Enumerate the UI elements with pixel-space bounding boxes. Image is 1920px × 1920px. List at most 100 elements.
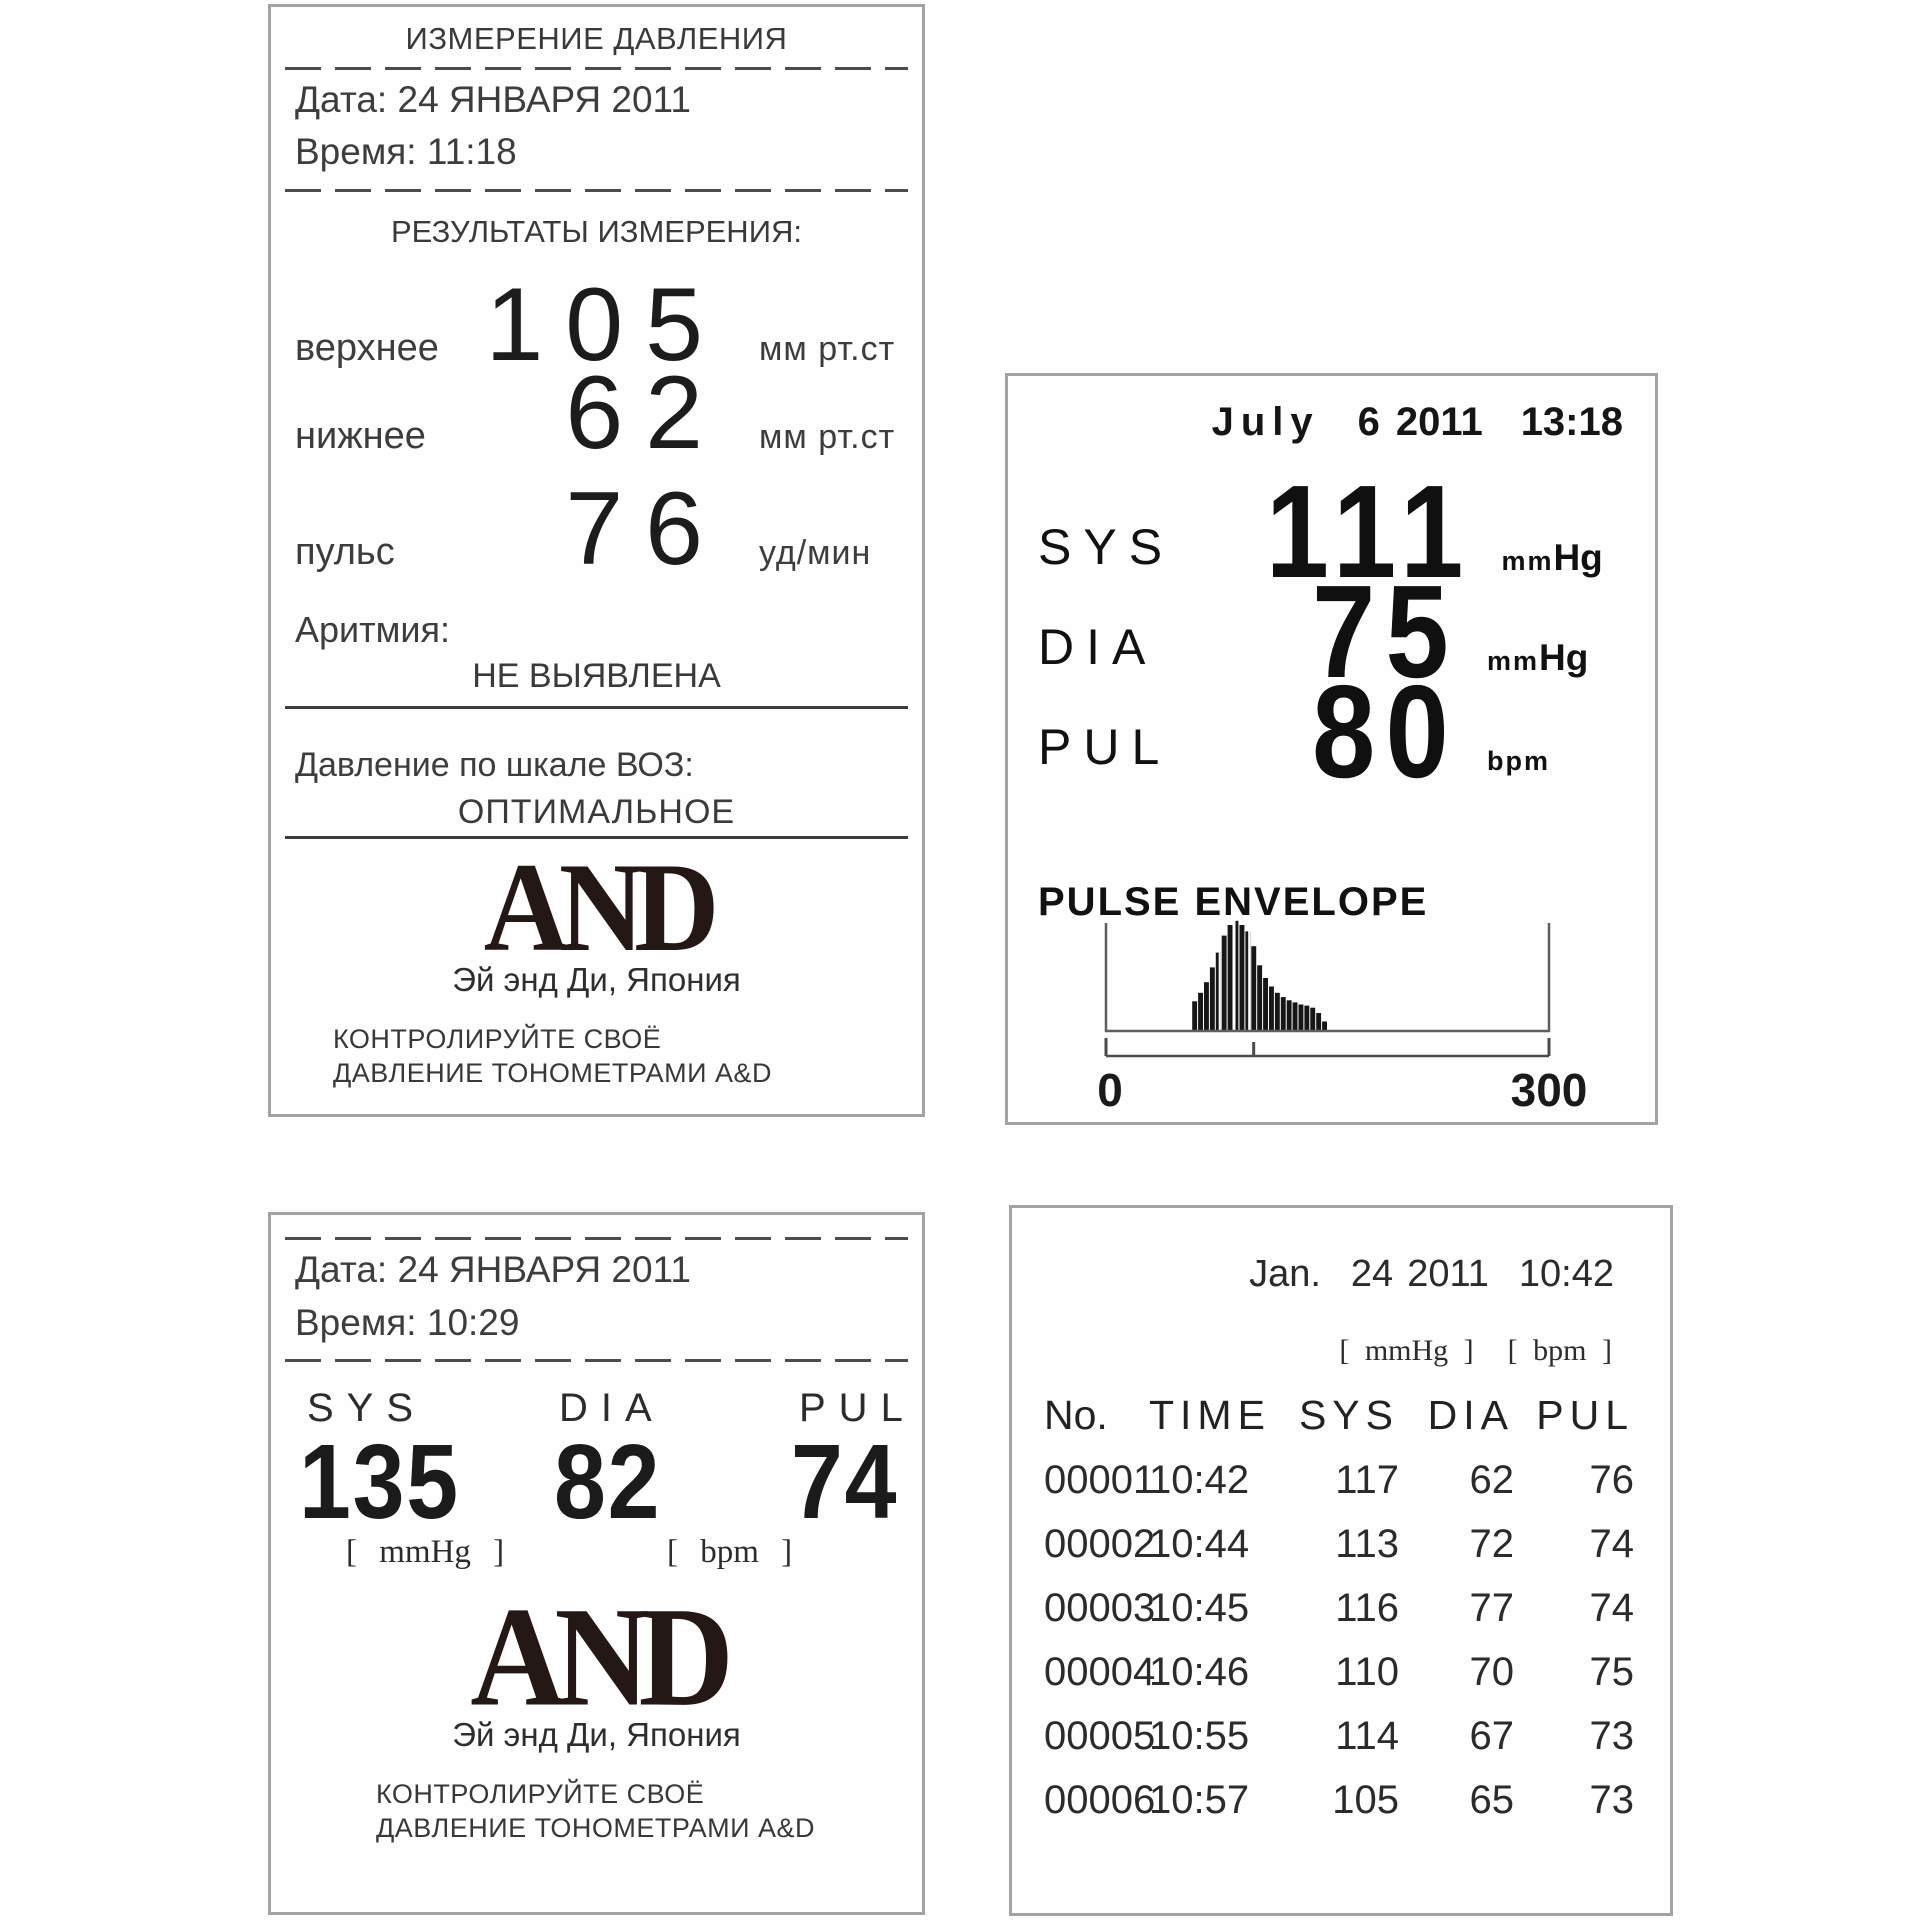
- display-readout: July 6 2011 13:18 SYS 111 mmHg DIA 75 mm…: [1005, 373, 1658, 1125]
- log-cell-number: 00005: [1044, 1713, 1156, 1758]
- log-cell-value: 74: [1589, 1585, 1635, 1630]
- memory-log-table: Jan. 24 2011 10:42 [ mmHg ] [ bpm ] No. T…: [1009, 1205, 1673, 1916]
- date-line: Дата: 24 ЯНВАРЯ 2011: [295, 78, 691, 120]
- measurement-unit: уд/мин: [759, 533, 872, 572]
- measurement-label: нижнее: [295, 414, 426, 457]
- display-label: SYS: [1038, 519, 1175, 575]
- divider-solid: [285, 835, 908, 839]
- chart-title: PULSE ENVELOPE: [1038, 880, 1429, 924]
- measurement-row-diastolic: нижнее 62 мм рт.ст: [271, 354, 922, 471]
- display-value: 111: [1265, 458, 1474, 606]
- measurement-unit: мм рт.ст: [759, 417, 896, 456]
- axis-label-max: 300: [1511, 1064, 1588, 1116]
- date-year: 2011: [1407, 1253, 1489, 1295]
- unit-row: [ mmHg ] [ bpm ]: [1012, 1334, 1670, 1368]
- value-sys: 135: [299, 1422, 460, 1541]
- log-col-header: PUL: [1536, 1392, 1634, 1439]
- log-cell-time: 10:44: [1149, 1521, 1250, 1566]
- display-value: 75: [1312, 558, 1459, 706]
- log-cell-number: 00006: [1044, 1777, 1156, 1822]
- unit-large: Hg: [1539, 637, 1589, 678]
- who-scale-label: Давление по шкале ВОЗ:: [295, 746, 694, 785]
- unit-small: mm: [1487, 646, 1540, 676]
- log-cell-number: 00002: [1044, 1521, 1156, 1566]
- divider-dashed: [285, 189, 908, 193]
- log-cell-value: 76: [1589, 1457, 1635, 1502]
- date-month: Jan.: [1249, 1253, 1321, 1295]
- log-cell-value: 62: [1469, 1457, 1515, 1502]
- log-cell-value: 113: [1335, 1521, 1399, 1566]
- date-line: Jan. 24 2011 10:42: [1012, 1252, 1670, 1298]
- log-cell-number: 00004: [1044, 1649, 1156, 1694]
- date-line: July 6 2011 13:18: [1008, 398, 1655, 446]
- unit-mmhg: [ mmHg ]: [346, 1534, 505, 1571]
- measurement-label: верхнее: [295, 326, 439, 369]
- measurement-value: 62: [565, 354, 725, 471]
- log-col-header: DIA: [1427, 1392, 1514, 1439]
- histogram-bars: [1192, 920, 1327, 1031]
- pulse-envelope-chart: 0 300: [1097, 920, 1588, 1116]
- date-year: 2011: [1395, 400, 1483, 444]
- brand-subtitle: Эй энд Ди, Япония: [452, 961, 741, 999]
- time-line: Время: 11:18: [295, 131, 517, 173]
- log-cell-value: 116: [1335, 1585, 1399, 1630]
- date-day-year: 24 2011: [1351, 1252, 1489, 1298]
- slogan-line: ДАВЛЕНИЕ ТОНОМЕТРАМИ A&D: [376, 1813, 816, 1844]
- log-cell-time: 10:45: [1149, 1585, 1250, 1630]
- log-cell-value: 110: [1335, 1649, 1399, 1694]
- log-cell-value: 105: [1332, 1777, 1399, 1822]
- and-logo: AND: [483, 836, 720, 978]
- display-label: DIA: [1038, 619, 1158, 675]
- receipt-title: ИЗМЕРЕНИЕ ДАВЛЕНИЯ: [405, 21, 788, 56]
- measurement-row-systolic: верхнее 105 мм рт.ст: [271, 266, 922, 383]
- unit-small: mm: [1501, 546, 1554, 576]
- log-cell-time: 10:55: [1149, 1713, 1250, 1758]
- log-cell-value: 114: [1335, 1713, 1399, 1758]
- measurement-unit: мм рт.ст: [759, 329, 896, 368]
- unit-mmhg: [ mmHg ]: [1339, 1333, 1474, 1367]
- receipt-measurement-short: Дата: 24 ЯНВАРЯ 2011 Время: 10:29 SYS DI…: [268, 1212, 925, 1915]
- display-label: PUL: [1038, 719, 1172, 775]
- log-cell-time: 10:42: [1149, 1457, 1250, 1502]
- measurement-value: 105: [485, 266, 725, 383]
- col-header-sys: SYS: [307, 1386, 427, 1431]
- brand-subtitle: Эй энд Ди, Япония: [452, 1715, 741, 1753]
- col-header-pul: PUL: [799, 1386, 916, 1431]
- measurement-rows: верхнее 105 мм рт.ст нижнее 62 мм рт.ст …: [271, 266, 922, 587]
- measurement-label: пульс: [295, 530, 395, 573]
- date-day: 6: [1357, 400, 1380, 444]
- who-scale-value: ОПТИМАЛЬНОЕ: [457, 792, 736, 831]
- date-day: 24: [1350, 1253, 1394, 1295]
- col-header-dia: DIA: [559, 1386, 665, 1431]
- display-value: 80: [1312, 658, 1459, 806]
- log-cell-time: 10:46: [1149, 1649, 1250, 1694]
- display-row-sys: SYS 111 mmHg: [1008, 458, 1655, 606]
- log-table-grid: No. TIME SYS DIA PUL 00001 10:42 117 62 76 00002 10…: [1012, 1384, 1670, 1832]
- display-unit: bpm: [1459, 739, 1655, 784]
- slogan-line: ДАВЛЕНИЕ ТОНОМЕТРАМИ A&D: [333, 1058, 773, 1089]
- measurement-value: 76: [565, 470, 725, 587]
- log-cell-value: 75: [1589, 1649, 1635, 1694]
- time-line: Время: 10:29: [295, 1301, 520, 1343]
- log-cell-value: 70: [1469, 1649, 1515, 1694]
- arrhythmia-label: Аритмия:: [295, 608, 450, 650]
- column-values: 135 82 74: [271, 1422, 922, 1541]
- log-col-header: No.: [1044, 1392, 1108, 1439]
- unit-bpm: [ bpm ]: [1507, 1333, 1612, 1367]
- date-time: 13:18: [1520, 400, 1623, 444]
- log-col-header: SYS: [1298, 1392, 1399, 1439]
- log-cell-time: 10:57: [1149, 1777, 1250, 1822]
- log-cell-value: 74: [1589, 1521, 1635, 1566]
- value-dia: 82: [554, 1422, 662, 1541]
- arrhythmia-value: НЕ ВЫЯВЛЕНА: [472, 657, 721, 696]
- unit-small: bpm: [1487, 746, 1550, 776]
- log-cell-value: 73: [1589, 1777, 1635, 1822]
- value-pul: 74: [791, 1422, 899, 1541]
- log-col-header: TIME: [1149, 1392, 1271, 1439]
- date-day-year: 6 2011: [1358, 398, 1483, 446]
- divider-solid: [285, 706, 908, 710]
- unit-row: [ mmHg ] [ bpm ]: [271, 1534, 922, 1574]
- unit-large: Hg: [1553, 537, 1603, 578]
- chart-axis: [1104, 923, 1551, 1033]
